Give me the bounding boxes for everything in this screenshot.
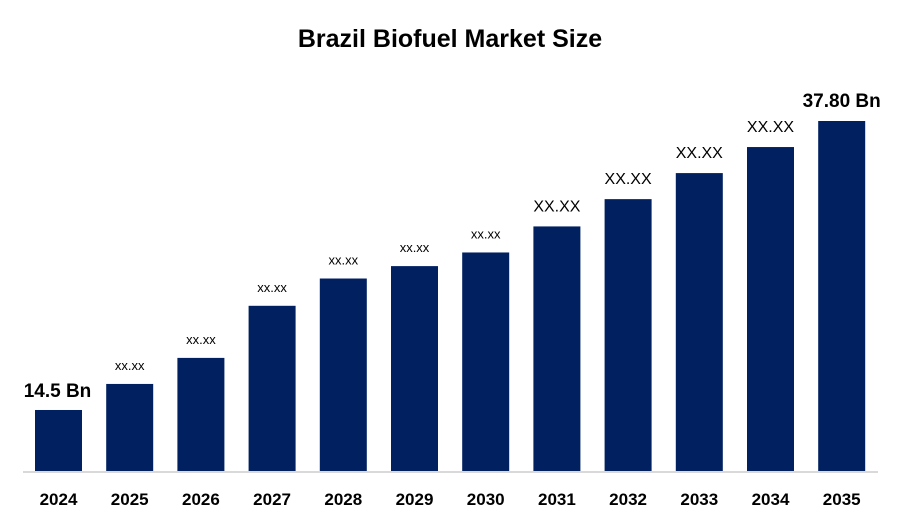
data-label: XX.XX	[605, 171, 652, 188]
data-label: xx.xx	[471, 226, 501, 241]
x-tick-label: 2034	[752, 490, 790, 509]
x-tick-label: 2033	[680, 490, 718, 509]
data-label: XX.XX	[676, 145, 723, 162]
bar-2035	[818, 121, 866, 472]
bar-2029	[391, 266, 438, 472]
data-label: xx.xx	[328, 253, 358, 268]
x-tick-label: 2027	[253, 490, 291, 509]
data-label: xx.xx	[186, 332, 216, 347]
x-tick-label: 2024	[40, 490, 78, 509]
bar-2028	[319, 278, 367, 472]
bar-2034	[747, 147, 794, 472]
x-tick-label: 2028	[324, 490, 362, 509]
bar-2032	[604, 199, 652, 472]
data-label: 37.80 Bn	[803, 91, 881, 112]
data-label: xx.xx	[400, 240, 430, 255]
data-label: xx.xx	[257, 280, 287, 295]
x-tick-label: 2026	[182, 490, 220, 509]
bar-2025	[106, 383, 154, 472]
data-label: XX.XX	[747, 119, 794, 136]
x-tick-label: 2031	[538, 490, 576, 509]
data-label: 14.5 Bn	[24, 381, 92, 402]
bar-2031	[533, 226, 581, 472]
x-tick-label: 2029	[396, 490, 434, 509]
bar-2026	[177, 357, 225, 472]
data-label: xx.xx	[115, 358, 145, 373]
x-tick-label: 2025	[111, 490, 149, 509]
bar-2030	[462, 252, 510, 472]
data-label: XX.XX	[533, 198, 580, 215]
bar-2033	[675, 173, 723, 473]
x-tick-label: 2035	[823, 490, 861, 509]
chart-title: Brazil Biofuel Market Size	[298, 25, 602, 53]
x-tick-label: 2032	[609, 490, 647, 509]
x-tick-label: 2030	[467, 490, 505, 509]
bar-2027	[248, 305, 296, 472]
bar-2024	[35, 409, 82, 472]
